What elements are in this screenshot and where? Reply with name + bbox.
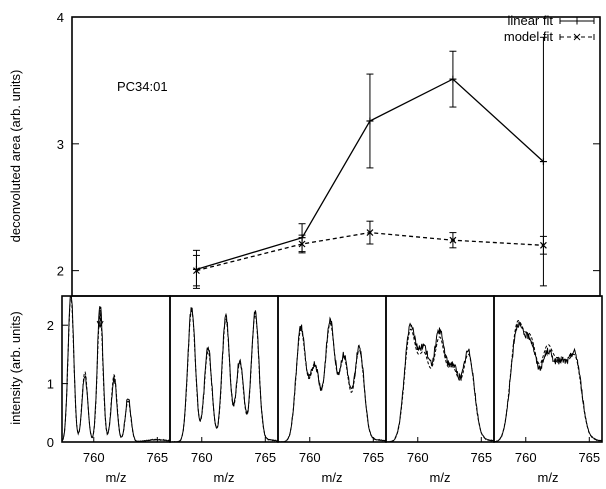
legend: linear fit model fit <box>504 13 595 44</box>
data-point-0-3 <box>449 75 457 83</box>
top-y-ticks: 2 3 4 <box>57 10 600 279</box>
spectrum-panel-4: 760 765 m/z <box>493 295 603 485</box>
x-tick-label-0-0: 760 <box>83 450 105 465</box>
top-y-tick-label-1: 3 <box>57 137 64 152</box>
x-tick-label-1-1: 765 <box>254 450 276 465</box>
legend-label-linear-fit: linear fit <box>507 13 553 28</box>
series-1 <box>192 220 547 287</box>
bottom-y-tick-label-1: 1 <box>47 377 54 392</box>
top-plot-frame <box>71 16 601 297</box>
x-axis-label-3: m/z <box>430 470 451 485</box>
x-tick-label-4-0: 760 <box>515 450 537 465</box>
compound-annotation: PC34:01 <box>117 79 168 94</box>
spectrum-curves-1 <box>169 307 279 443</box>
spectrum-panel-3: 760 765 m/z <box>385 295 495 485</box>
peak-arrow <box>96 310 104 329</box>
bottom-y-tick-label-0: 0 <box>47 435 54 450</box>
spectrum-panel-frame-4 <box>493 295 603 443</box>
top-series-group <box>192 36 547 289</box>
x-tick-label-3-1: 765 <box>470 450 492 465</box>
spectrum-curves-0 <box>61 295 170 443</box>
measured-spectrum-2 <box>277 316 387 443</box>
x-tick-label-2-1: 765 <box>362 450 384 465</box>
data-point-1-3 <box>449 236 457 244</box>
data-point-1-1 <box>298 240 306 248</box>
top-y-tick-label-2: 4 <box>57 10 64 25</box>
series-0 <box>192 36 547 289</box>
x-axis-label-4: m/z <box>538 470 559 485</box>
model-spectrum-3 <box>386 328 494 443</box>
spectrum-panel-frame-3 <box>385 295 495 443</box>
measured-spectrum-4 <box>493 321 603 443</box>
x-tick-label-0-1: 765 <box>146 450 168 465</box>
bottom-y-tick-label-2: 2 <box>47 318 54 333</box>
spectrum-panel-frame-2 <box>277 295 387 443</box>
x-tick-label-1-0: 760 <box>191 450 213 465</box>
measured-spectrum-1 <box>169 307 279 443</box>
spectrum-panel-1: 760 765 m/z <box>169 295 279 485</box>
model-spectrum-2 <box>278 322 386 443</box>
spectrum-panel-2: 760 765 m/z <box>277 295 387 485</box>
x-tick-label-2-0: 760 <box>299 450 321 465</box>
top-y-axis-label: deconvoluted area (arb. units) <box>8 70 23 243</box>
x-axis-label-2: m/z <box>322 470 343 485</box>
model-spectrum-0 <box>61 295 170 443</box>
spectrum-curves-3 <box>386 322 495 443</box>
top-panel: 2 3 4 deconvoluted area (arb. units) PC34:… <box>8 10 601 297</box>
legend-samples <box>559 17 595 41</box>
data-point-0-2 <box>366 117 374 125</box>
measured-spectrum-3 <box>386 322 495 443</box>
model-spectrum-4 <box>494 319 602 443</box>
spectrum-panel-0: 760 765 m/z <box>61 295 171 485</box>
legend-sample-0 <box>559 17 595 25</box>
legend-label-model-fit: model fit <box>504 29 554 44</box>
measured-spectrum-0 <box>61 295 170 443</box>
spectrum-panel-frame-1 <box>169 295 279 443</box>
data-point-1-2 <box>366 229 374 237</box>
data-point-1-4 <box>540 241 547 249</box>
top-y-tick-label-0: 2 <box>57 264 64 279</box>
x-tick-label-3-0: 760 <box>407 450 429 465</box>
spectrum-curves-4 <box>493 319 603 443</box>
bottom-y-ticks: 0 1 2 <box>47 318 68 450</box>
x-axis-label-0: m/z <box>106 470 127 485</box>
data-point-1-0 <box>193 267 200 275</box>
bottom-y-axis-label: intensity (arb. units) <box>8 311 23 424</box>
data-point-0-4 <box>539 158 547 166</box>
spectrum-panel-frame-0 <box>61 295 171 443</box>
legend-sample-1 <box>559 33 595 41</box>
x-tick-label-4-1: 765 <box>578 450 600 465</box>
spectrum-curves-2 <box>277 316 387 443</box>
x-axis-label-1: m/z <box>214 470 235 485</box>
